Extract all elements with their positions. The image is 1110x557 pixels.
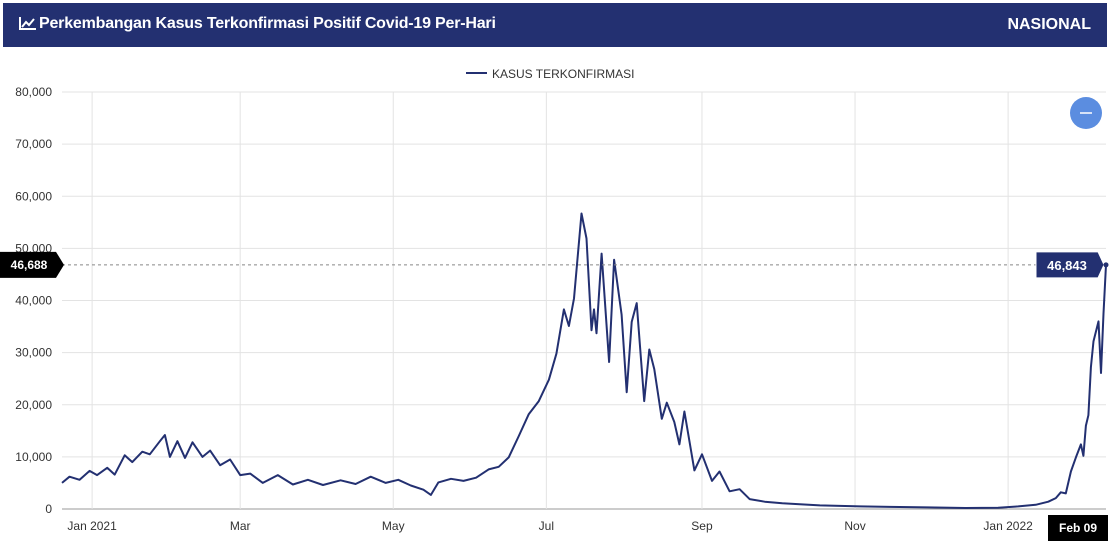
line-chart-icon [19, 17, 36, 30]
x-tick-label: May [382, 519, 405, 533]
x-tick-label: Nov [844, 519, 865, 533]
zoom-out-button[interactable] [1070, 97, 1102, 129]
y-tick-label: 20,000 [15, 398, 52, 412]
y-tick-label: 0 [45, 502, 52, 516]
crosshair-x-value: Feb 09 [1059, 521, 1097, 535]
y-axis-labels: 010,00020,00030,00040,00050,00060,00070,… [15, 85, 52, 516]
line-chart[interactable]: 010,00020,00030,00040,00050,00060,00070,… [0, 50, 1110, 552]
y-tick-label: 10,000 [15, 450, 52, 464]
crosshair-y-value: 46,688 [11, 258, 48, 272]
y-tick-label: 40,000 [15, 294, 52, 308]
region-label[interactable]: NASIONAL [1007, 16, 1091, 33]
x-tick-label: Jul [539, 519, 554, 533]
x-tick-label: Jan 2022 [983, 519, 1033, 533]
chart-legend: KASUS TERKONFIRMASI [466, 67, 634, 81]
x-tick-label: Sep [691, 519, 713, 533]
series-point-latest [1103, 262, 1109, 268]
tooltip-value: 46,843 [1047, 258, 1087, 273]
x-tick-label: Jan 2021 [67, 519, 117, 533]
y-tick-label: 80,000 [15, 85, 52, 99]
crosshair-y-label: 46,688 [0, 251, 64, 278]
y-tick-label: 70,000 [15, 137, 52, 151]
header-title-group: Perkembangan Kasus Terkonfirmasi Positif… [19, 15, 496, 33]
y-tick-label: 30,000 [15, 346, 52, 360]
chart-header: Perkembangan Kasus Terkonfirmasi Positif… [3, 3, 1107, 47]
chart-grid [62, 91, 1106, 510]
y-tick-label: 60,000 [15, 189, 52, 203]
value-tooltip: 46,843 [1035, 251, 1105, 279]
series-line-kasus-terkonfirmasi [61, 212, 1107, 509]
chart-area: 0 10,000 20,000 30,000 40,000 50,000 60,000 70,… [0, 50, 1110, 552]
crosshair-x-label: Feb 09 [1048, 515, 1108, 541]
legend-entry-label: KASUS TERKONFIRMASI [492, 67, 634, 81]
page-title: Perkembangan Kasus Terkonfirmasi Positif… [39, 15, 496, 32]
x-tick-label: Mar [230, 519, 251, 533]
x-axis-labels: Jan 2021 Mar May Jul Sep Nov Jan 2022 [67, 519, 1033, 533]
